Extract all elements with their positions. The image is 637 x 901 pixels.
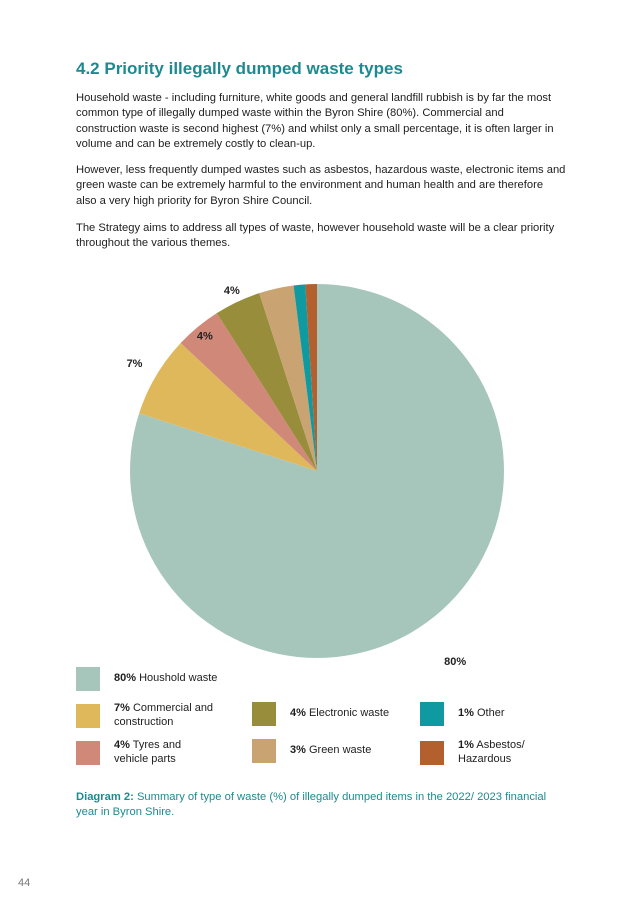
waste-types-pie-chart: 80%7%4%4%3%1%1% bbox=[127, 255, 504, 668]
legend-item-electronic: 4% Electronic waste bbox=[252, 702, 420, 726]
pie-slice-label-1: 80% bbox=[444, 656, 466, 668]
paragraph-strategy: The Strategy aims to address all types o… bbox=[76, 222, 555, 250]
legend-swatch bbox=[76, 667, 100, 691]
pie-slice-label-4: 4% bbox=[224, 285, 240, 297]
legend-label: 1% Other bbox=[458, 707, 505, 720]
legend-item-tyres: 4% Tyres and vehicle parts bbox=[76, 739, 214, 766]
legend-label: 4% Electronic waste bbox=[290, 707, 390, 720]
pie-slice-2 bbox=[139, 342, 317, 471]
legend-label: 3% Green waste bbox=[290, 744, 372, 757]
pie-slice-label-5: 3% bbox=[260, 255, 276, 257]
pie-slice-6 bbox=[293, 284, 317, 471]
caption-label: Diagram 2: bbox=[76, 791, 134, 803]
page-number: 44 bbox=[18, 877, 31, 889]
legend-item-green: 3% Green waste bbox=[252, 739, 420, 763]
paragraph-harmful-wastes: However, less frequently dumped wastes s… bbox=[76, 164, 566, 207]
pie-slice-7 bbox=[305, 284, 317, 471]
legend-label: 7% Commercial and construction bbox=[114, 702, 214, 728]
legend-swatch bbox=[76, 703, 100, 728]
pie-slice-label-2: 7% bbox=[127, 358, 143, 370]
legend-item-commercial: 7% Commercial and construction bbox=[76, 702, 244, 729]
legend-label: 80% Houshold waste bbox=[114, 672, 218, 685]
legend-swatch bbox=[76, 740, 100, 765]
legend-label: 1% Asbestos/ Hazardous bbox=[458, 739, 525, 765]
legend-swatch bbox=[252, 739, 276, 763]
paragraph-household-waste: Household waste - including furniture, w… bbox=[76, 92, 554, 151]
legend-label: 4% Tyres and vehicle parts bbox=[114, 739, 182, 765]
legend-item-asbestos: 1% Asbestos/ Hazardous bbox=[420, 739, 538, 766]
pie-slice-label-3: 4% bbox=[197, 330, 213, 342]
legend-swatch bbox=[420, 740, 444, 765]
section-heading: 4.2 Priority illegally dumped waste type… bbox=[76, 59, 403, 78]
pie-slice-5 bbox=[259, 285, 317, 471]
pie-slice-4 bbox=[216, 293, 317, 471]
caption-text: Summary of type of waste (%) of illegall… bbox=[76, 791, 547, 819]
legend-swatch bbox=[252, 702, 276, 726]
pie-slice-3 bbox=[180, 313, 317, 471]
legend-item-household: 80% Houshold waste bbox=[76, 667, 264, 691]
legend-swatch bbox=[420, 702, 444, 726]
legend-item-other: 1% Other bbox=[420, 702, 568, 726]
diagram-caption: Diagram 2: Summary of type of waste (%) … bbox=[76, 790, 556, 821]
